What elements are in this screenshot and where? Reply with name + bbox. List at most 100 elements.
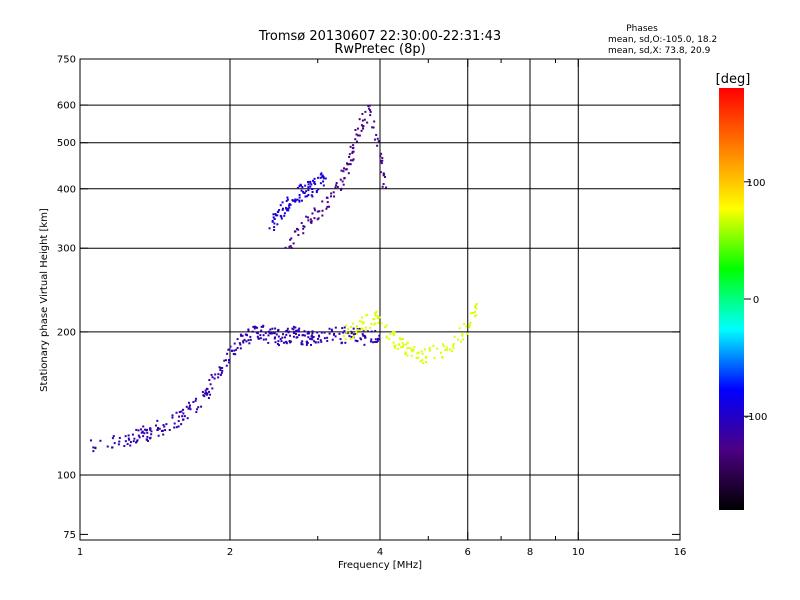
data-point — [173, 426, 176, 429]
colorbar — [719, 88, 744, 510]
data-point — [313, 217, 316, 220]
data-point — [257, 337, 260, 340]
data-point — [401, 345, 404, 348]
data-point — [380, 322, 383, 325]
data-point — [415, 357, 418, 360]
data-point — [286, 327, 289, 330]
data-point — [288, 245, 291, 248]
data-point — [117, 443, 120, 446]
data-point — [304, 195, 307, 198]
data-point — [284, 330, 287, 333]
data-point — [149, 427, 152, 430]
data-point — [135, 440, 138, 443]
data-point — [132, 440, 135, 443]
data-point — [419, 360, 422, 363]
data-point — [236, 338, 239, 341]
data-point — [345, 331, 348, 334]
data-point — [428, 346, 431, 349]
data-point — [175, 411, 178, 414]
data-point — [316, 210, 319, 213]
data-point — [310, 183, 313, 186]
data-point — [281, 333, 284, 336]
data-point — [309, 337, 312, 340]
data-point — [351, 150, 354, 153]
data-point — [135, 428, 138, 431]
grid — [80, 59, 680, 540]
data-point — [328, 327, 331, 330]
data-point — [377, 321, 380, 324]
data-point — [317, 176, 320, 179]
data-point — [294, 200, 297, 203]
data-point — [298, 193, 301, 196]
data-point — [474, 310, 477, 313]
data-point — [239, 333, 242, 336]
data-point — [273, 222, 276, 225]
data-point — [300, 189, 303, 192]
data-point — [401, 338, 404, 341]
data-point — [183, 415, 186, 418]
data-point — [342, 331, 345, 334]
data-point — [298, 330, 301, 333]
data-point — [276, 214, 279, 217]
data-point — [307, 219, 310, 222]
data-point — [348, 153, 351, 156]
data-point — [211, 387, 214, 390]
data-point — [321, 175, 324, 178]
data-point — [346, 163, 349, 166]
x-tick-label: 8 — [527, 547, 533, 558]
data-point — [279, 204, 282, 207]
data-point — [475, 303, 478, 306]
data-point — [276, 223, 279, 226]
data-point — [175, 426, 178, 429]
y-tick-label: 200 — [57, 327, 76, 338]
data-point — [205, 391, 208, 394]
data-point — [350, 325, 353, 328]
data-point — [332, 191, 335, 194]
data-point — [362, 321, 365, 324]
data-point — [363, 118, 366, 121]
data-point — [289, 238, 292, 241]
data-point — [156, 427, 159, 430]
data-point — [351, 152, 354, 155]
data-point — [385, 186, 388, 189]
data-point — [317, 341, 320, 344]
data-point — [321, 214, 324, 217]
data-point — [311, 330, 314, 333]
data-point — [339, 178, 342, 181]
data-point — [291, 327, 294, 330]
data-point — [307, 180, 310, 183]
data-point — [326, 336, 329, 339]
data-point — [253, 325, 256, 328]
data-point — [468, 326, 471, 329]
data-point — [269, 328, 272, 331]
data-point — [474, 306, 477, 309]
data-point — [226, 352, 229, 355]
data-point — [285, 342, 288, 345]
data-point — [187, 407, 190, 410]
y-tick-label: 75 — [63, 530, 76, 541]
data-point — [364, 336, 367, 339]
data-point — [146, 439, 149, 442]
data-point — [335, 184, 338, 187]
data-point — [383, 175, 386, 178]
data-point — [361, 333, 364, 336]
data-point — [162, 433, 165, 436]
data-point — [262, 324, 265, 327]
data-point — [201, 390, 204, 393]
data-point — [239, 343, 242, 346]
data-point — [352, 144, 355, 147]
data-point — [195, 397, 198, 400]
data-point — [298, 199, 301, 202]
data-point — [232, 353, 235, 356]
data-point — [180, 423, 183, 426]
data-point — [203, 392, 206, 395]
data-point — [307, 183, 310, 186]
data-point — [285, 333, 288, 336]
data-point — [376, 144, 379, 147]
data-point — [228, 348, 231, 351]
data-point — [322, 180, 325, 183]
data-point — [247, 329, 250, 332]
data-point — [473, 315, 476, 318]
data-point — [413, 346, 416, 349]
data-point — [128, 438, 131, 441]
